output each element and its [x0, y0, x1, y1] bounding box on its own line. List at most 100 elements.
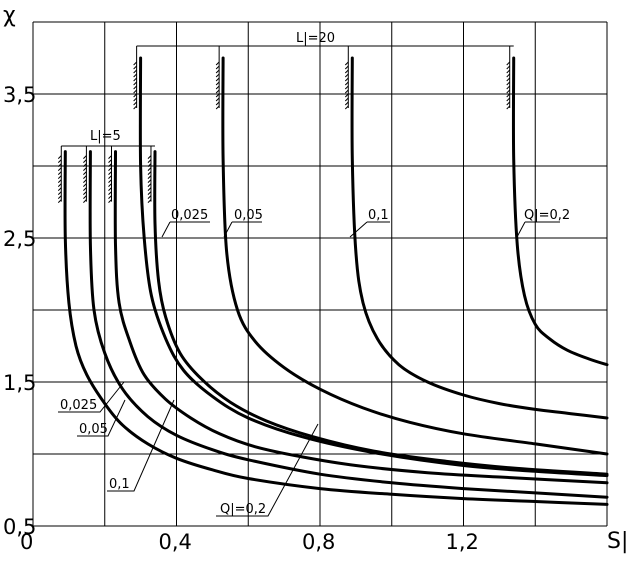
bracket-hatch [506, 81, 511, 86]
bracket-hatch [147, 191, 152, 195]
y-tick-label: 0,5 [3, 515, 36, 539]
leaders [58, 221, 560, 517]
tick-labels: 0 0,4 0,8 1,2 0,5 1,5 2,5 3,5 [3, 83, 479, 554]
series-line [113, 150, 609, 485]
bracket-hatch [215, 61, 220, 66]
bracket-hatch [147, 195, 152, 199]
bracket-hatch [506, 93, 511, 98]
bracket-hatch [506, 89, 511, 94]
bracket-hatch [506, 61, 511, 66]
label-leader [77, 399, 126, 437]
bracket-hatch [506, 101, 511, 106]
bracket-hatch [147, 179, 152, 183]
bracket-hatch [215, 77, 220, 82]
bracket-hatch [147, 199, 152, 203]
label-leader [223, 221, 262, 238]
bracket-hatch [108, 163, 112, 167]
annotations: L|=5 L|=20 0,025 0,05 0,1 Q|=0,2 0,025 0,05 0,1 Q… [60, 31, 570, 517]
label-leader [516, 221, 560, 238]
bracket-hatch [215, 97, 220, 102]
bracket-hatch [83, 183, 87, 187]
bracket-hatch [344, 97, 349, 102]
series-line [63, 150, 609, 506]
label-leader [58, 381, 125, 413]
bracket-hatch [147, 175, 152, 179]
y-tick-label: 3,5 [3, 83, 36, 107]
series-line [88, 150, 609, 499]
bracket-hatch [506, 85, 511, 90]
y-tick-label: 1,5 [3, 371, 36, 395]
bracket-hatch [344, 89, 349, 94]
bracket-hatch [57, 159, 62, 163]
series-line [138, 56, 609, 478]
bracket-hatch [344, 61, 349, 66]
series-line [511, 56, 609, 367]
bracket-hatch [57, 175, 62, 179]
bracket-hatch [147, 159, 152, 163]
bracket-hatch [83, 175, 87, 179]
curve-label: L|=20 [296, 31, 335, 46]
bracket-hatch [215, 69, 220, 74]
series-line [221, 56, 609, 456]
curve-label: 0,025 [171, 208, 208, 223]
curve-label: L|=5 [90, 129, 121, 144]
series-line [153, 150, 609, 476]
bracket-hatch [147, 187, 152, 191]
label-leader [107, 399, 175, 492]
bracket-hatch [506, 65, 511, 70]
bracket-hatch [344, 69, 349, 74]
curve-label: 0,05 [234, 208, 263, 223]
bracket-hatch [108, 191, 112, 195]
bracket-hatch [344, 65, 349, 70]
bracket-hatch [506, 97, 511, 102]
x-tick-label: 1,2 [446, 530, 479, 554]
bracket-hatch [344, 81, 349, 86]
y-axis-label: χ [3, 3, 16, 28]
brackets [57, 45, 514, 203]
bracket-hatch [83, 155, 87, 159]
bracket-hatch [147, 171, 152, 175]
bracket-hatch [506, 69, 511, 74]
bracket-hatch [57, 155, 62, 159]
bracket-hatch [133, 61, 137, 66]
bracket-hatch [83, 195, 87, 199]
bracket-hatch [57, 191, 62, 195]
bracket-hatch [108, 175, 112, 179]
y-tick-label: 2,5 [3, 227, 36, 251]
bracket-hatch [147, 163, 152, 167]
x-tick-label: 0 [20, 530, 33, 554]
bracket-hatch [57, 167, 62, 171]
bracket-hatch [215, 81, 220, 86]
bracket-hatch [108, 187, 112, 191]
x-tick-label: 0,8 [302, 530, 335, 554]
bracket-hatch [57, 171, 62, 175]
bracket-hatch [344, 101, 349, 106]
bracket-hatch [57, 195, 62, 199]
bracket-hatch [108, 171, 112, 175]
bracket-hatch [83, 171, 87, 175]
curve-label: 0,1 [109, 477, 130, 492]
series-line [350, 56, 609, 420]
label-leader [216, 423, 319, 517]
bracket-hatch [83, 159, 87, 163]
bracket-hatch [344, 73, 349, 78]
bracket-hatch [215, 105, 220, 110]
bracket-hatch [215, 73, 220, 78]
bracket-hatch [344, 85, 349, 90]
curve-label: Q|=0,2 [524, 208, 570, 223]
bracket-hatch [57, 199, 62, 203]
bracket-hatch [215, 85, 220, 90]
bracket-hatch [147, 183, 152, 187]
bracket-hatch [133, 73, 137, 78]
curve-label: Q|=0,2 [220, 502, 266, 517]
bracket-hatch [215, 89, 220, 94]
bracket-hatch [215, 101, 220, 106]
bracket-hatch [133, 97, 137, 102]
bracket-hatch [215, 65, 220, 70]
bracket-hatch [83, 199, 87, 203]
bracket-hatch [133, 93, 137, 98]
bracket-hatch [108, 195, 112, 199]
bracket-hatch [344, 105, 349, 110]
bracket-hatch [215, 93, 220, 98]
